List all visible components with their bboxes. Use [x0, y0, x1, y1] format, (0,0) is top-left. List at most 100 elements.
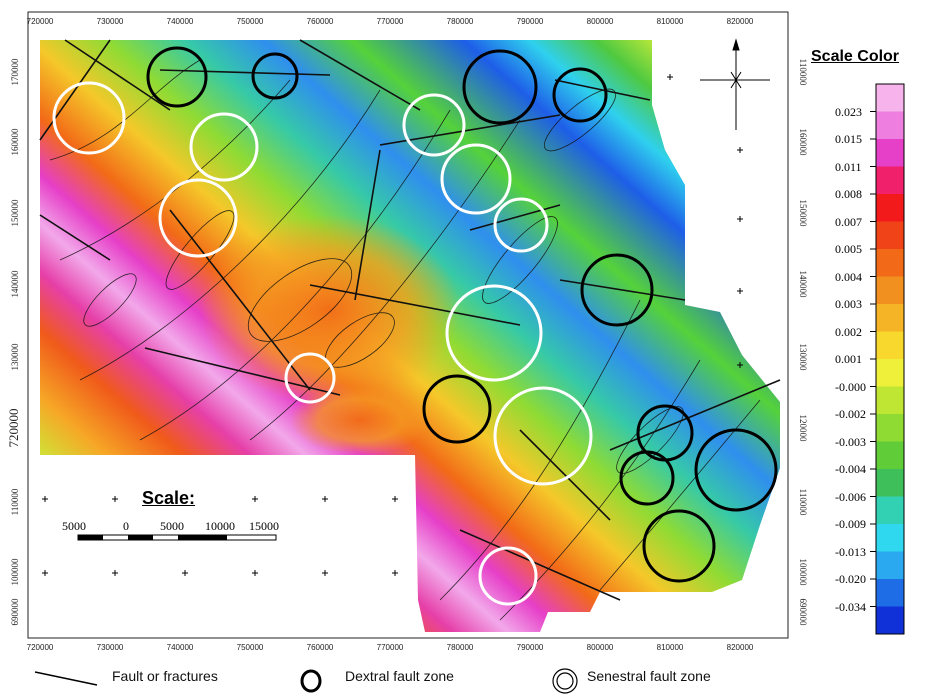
- colorbar-swatch: [876, 441, 904, 470]
- fault-lines: [39, 39, 781, 601]
- x-tick-label: 810000: [657, 643, 684, 652]
- dextral-fault-circles: [146, 46, 778, 583]
- colorbar-label: -0.013: [835, 544, 866, 559]
- legend-fault-label: Fault or fractures: [112, 668, 218, 684]
- scale-title: Scale:: [140, 488, 198, 509]
- colorbar-swatch: [876, 359, 904, 387]
- legend-senestral-label: Senestral fault zone: [587, 668, 711, 684]
- y-tick-label: 110000: [10, 488, 20, 515]
- colorbar-label: 0.007: [835, 214, 862, 229]
- y-tick-label: 100000: [10, 558, 20, 586]
- colorbar-label: -0.006: [835, 489, 866, 504]
- x-tick-label: 720000: [27, 643, 54, 652]
- scale-number: 10000: [205, 519, 235, 533]
- colorbar-swatch: [876, 469, 904, 497]
- colorbar-swatch: [876, 551, 904, 580]
- x-tick-label: 760000: [307, 643, 334, 652]
- colorbar-swatch: [876, 579, 904, 607]
- colorbar-label: -0.004: [835, 462, 866, 476]
- colorbar-label: 0.002: [835, 324, 862, 339]
- scale-number: 5000: [62, 519, 86, 533]
- x-tick-label: 820000: [727, 17, 754, 26]
- colorbar-swatch: [876, 304, 904, 332]
- senestral-circle-inner-icon: [556, 672, 574, 690]
- colorbar-swatch: [876, 414, 904, 442]
- y-tick-label: 690000: [798, 599, 808, 627]
- y-tick-label: 130000: [10, 343, 20, 371]
- scale-number: 0: [123, 519, 129, 533]
- colorbar-swatch: [876, 139, 904, 167]
- y-axis-right: 110000 160000 150000 140000 130000 120000 1100…: [798, 59, 808, 626]
- colorbar-label: 0.005: [835, 242, 862, 256]
- scale-number: 15000: [249, 519, 279, 533]
- dextral-circle-icon: [300, 669, 322, 693]
- colorbar-label: -0.020: [835, 572, 866, 586]
- y-axis-left: 170000 160000 150000 140000 130000 720000 1100…: [6, 58, 21, 626]
- x-axis-bottom: 720000 730000 740000 750000 760000 770000 7800…: [27, 643, 754, 652]
- x-tick-label: 820000: [727, 643, 754, 652]
- x-tick-label: 740000: [167, 643, 194, 652]
- x-tick-label: 730000: [97, 643, 124, 652]
- x-tick-label: 760000: [307, 17, 334, 26]
- y-tick-label: 160000: [10, 128, 20, 156]
- y-tick-label: 720000: [6, 409, 21, 448]
- y-tick-label: 110000: [798, 489, 808, 516]
- colorbar-swatch: [876, 606, 904, 635]
- fault-line-icon: [34, 671, 98, 686]
- x-tick-label: 810000: [657, 17, 684, 26]
- colorbar-swatch: [876, 166, 904, 195]
- x-tick-label: 800000: [587, 17, 614, 26]
- x-tick-label: 790000: [517, 643, 544, 652]
- colorbar-swatch: [876, 194, 904, 222]
- y-tick-label: 690000: [10, 598, 20, 626]
- x-tick-label: 780000: [447, 643, 474, 652]
- x-tick-label: 740000: [167, 17, 194, 26]
- colorbar-swatch: [876, 276, 904, 305]
- legend-dextral-label: Dextral fault zone: [345, 668, 454, 684]
- colorbar-swatch: [876, 524, 904, 552]
- colorbar-label: -0.034: [835, 599, 866, 614]
- senestral-fault-circles: [52, 81, 593, 606]
- y-tick-label: 120000: [798, 415, 808, 443]
- y-tick-label: 160000: [798, 129, 808, 157]
- x-axis-top: 720000 730000 740000 750000 760000 770000 7800…: [27, 17, 754, 26]
- y-tick-label: 150000: [798, 200, 808, 228]
- y-tick-label: 130000: [798, 344, 808, 372]
- colorbar-label: -0.002: [835, 407, 866, 421]
- colorbar-label: 0.011: [835, 159, 862, 174]
- colorbar-title: Scale Color: [811, 48, 900, 65]
- colorbar: [870, 83, 905, 635]
- y-tick-label: 140000: [798, 271, 808, 299]
- x-tick-label: 780000: [447, 17, 474, 26]
- senestral-circle-icon: [552, 668, 578, 694]
- colorbar-swatch: [876, 84, 904, 112]
- colorbar-label: -0.003: [835, 434, 866, 449]
- colorbar-swatch: [876, 331, 904, 360]
- colorbar-swatch: [876, 221, 904, 250]
- x-tick-label: 770000: [377, 17, 404, 26]
- colorbar-label: -0.009: [835, 517, 866, 531]
- y-tick-label: 140000: [10, 270, 20, 298]
- x-tick-label: 770000: [377, 643, 404, 652]
- colorbar-swatch: [876, 249, 904, 277]
- x-tick-label: 730000: [97, 17, 124, 26]
- colorbar-label: 0.001: [835, 352, 862, 366]
- y-tick-label: 110000: [798, 59, 808, 86]
- colorbar-swatch: [876, 111, 904, 140]
- colorbar-label: 0.004: [835, 269, 862, 284]
- colorbar-swatch: [876, 386, 904, 415]
- x-tick-label: 750000: [237, 643, 264, 652]
- y-tick-label: 100000: [798, 559, 808, 587]
- y-tick-label: 150000: [10, 199, 20, 227]
- colorbar-label: 0.003: [835, 297, 862, 311]
- colorbar-label: 0.023: [835, 104, 862, 119]
- y-tick-label: 170000: [10, 58, 20, 86]
- north-arrow-icon: [700, 38, 770, 130]
- colorbar-label: 0.015: [835, 132, 862, 146]
- scale-number: 5000: [160, 519, 184, 533]
- x-tick-label: 750000: [237, 17, 264, 26]
- x-tick-label: 800000: [587, 643, 614, 652]
- colorbar-label: -0.000: [835, 379, 866, 394]
- x-tick-label: 720000: [27, 17, 54, 26]
